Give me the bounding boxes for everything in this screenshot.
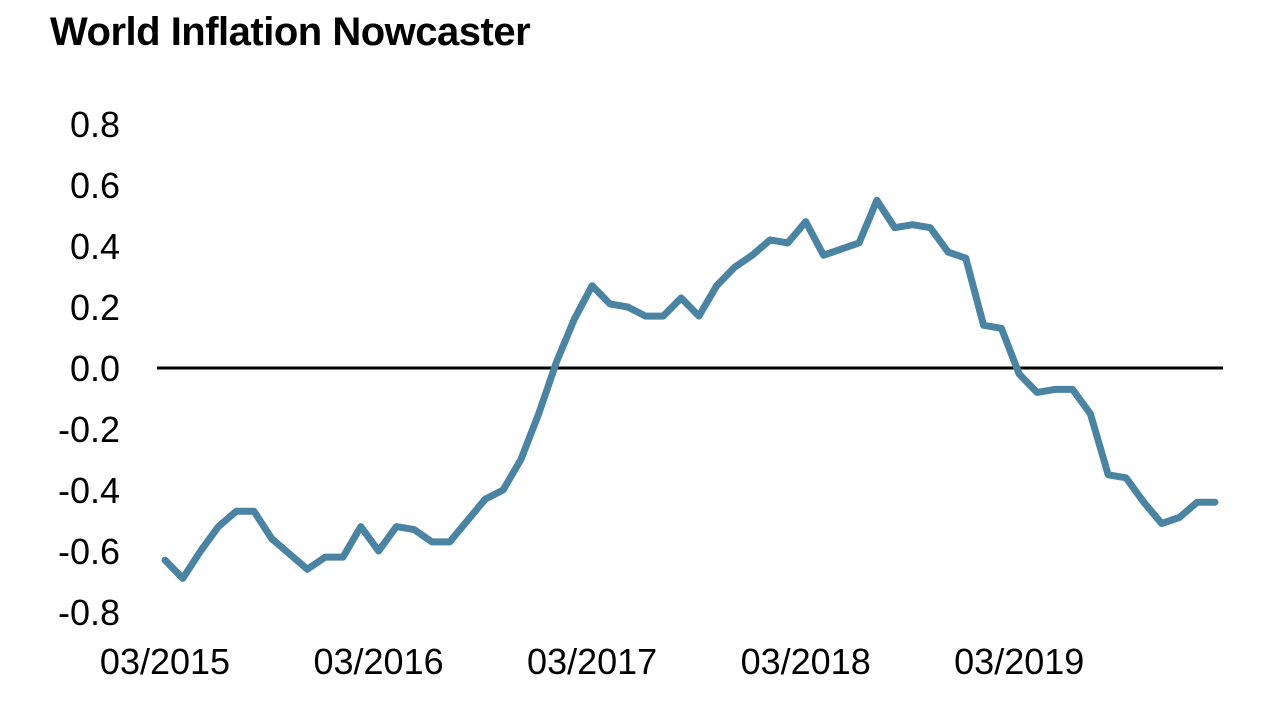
y-tick-label: 0.6	[70, 165, 120, 206]
y-tick-label: 0.0	[70, 348, 120, 389]
x-tick-label: 03/2018	[741, 641, 871, 682]
y-tick-label: 0.2	[70, 287, 120, 328]
x-tick-label: 03/2017	[527, 641, 657, 682]
y-tick-label: 0.4	[70, 226, 120, 267]
y-axis-ticks: 0.8 0.6 0.4 0.2 0.0 -0.2 -0.4 -0.6 -0.8	[58, 104, 120, 633]
y-tick-label: -0.6	[58, 531, 120, 572]
chart-title: World Inflation Nowcaster	[50, 10, 531, 54]
x-tick-label: 03/2019	[954, 641, 1084, 682]
x-tick-label: 03/2016	[313, 641, 443, 682]
y-tick-label: 0.8	[70, 104, 120, 145]
y-tick-label: -0.8	[58, 592, 120, 633]
x-tick-label: 03/2015	[100, 641, 230, 682]
series-line	[161, 196, 1219, 582]
y-tick-label: -0.4	[58, 470, 120, 511]
y-tick-label: -0.2	[58, 409, 120, 450]
x-axis-ticks: 03/2015 03/2016 03/2017 03/2018 03/2019	[100, 641, 1084, 682]
